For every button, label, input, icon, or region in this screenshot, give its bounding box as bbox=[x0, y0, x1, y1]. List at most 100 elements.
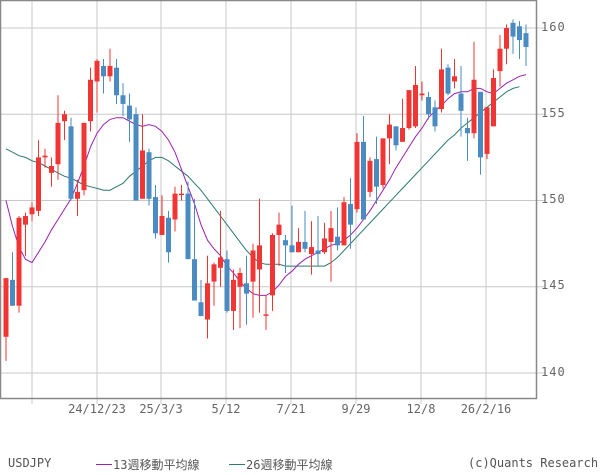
legend-ma13: 13週移動平均線 bbox=[96, 456, 199, 473]
candle-body bbox=[75, 191, 80, 199]
ma13-line-swatch bbox=[96, 464, 112, 465]
candle-body bbox=[296, 241, 301, 253]
candle-body bbox=[387, 124, 392, 139]
candle-body bbox=[231, 279, 236, 311]
candle-body bbox=[341, 202, 347, 246]
ma26-line bbox=[5, 86, 520, 267]
candle-body bbox=[471, 79, 477, 134]
x-tick-label: 5/12 bbox=[211, 402, 241, 416]
candle-body bbox=[283, 240, 288, 246]
candle-body bbox=[23, 216, 28, 225]
x-tick-label: 9/29 bbox=[341, 402, 371, 416]
candle-body bbox=[237, 272, 243, 287]
candle-body bbox=[94, 60, 100, 82]
candle-body bbox=[335, 236, 340, 246]
x-tick-label: 7/21 bbox=[276, 402, 306, 416]
candle-body bbox=[348, 203, 353, 225]
copyright-credit: (c)Quants Research bbox=[468, 456, 599, 470]
candle-body bbox=[354, 141, 360, 210]
candle-body bbox=[380, 138, 386, 185]
candle-body bbox=[276, 224, 282, 235]
candle-body bbox=[419, 93, 425, 96]
x-tick-label: 26/2/16 bbox=[460, 402, 512, 416]
legend-ma26: 26週移動平均線 bbox=[229, 456, 332, 473]
candle-body bbox=[322, 238, 327, 253]
y-tick-label: 145 bbox=[541, 278, 566, 292]
candle-body bbox=[16, 217, 22, 306]
candle-body bbox=[361, 141, 366, 220]
candle-body bbox=[159, 216, 165, 235]
candle-body bbox=[88, 79, 93, 122]
candles bbox=[3, 19, 529, 361]
candle-body bbox=[62, 114, 67, 122]
candle-body bbox=[49, 166, 54, 173]
candle-body bbox=[478, 91, 483, 158]
legend-ma13-label: 13週移動平均線 bbox=[113, 458, 200, 472]
candlestick-chart bbox=[0, 0, 545, 404]
candle-body bbox=[101, 65, 106, 77]
candle-body bbox=[504, 28, 509, 49]
candle-body bbox=[426, 97, 431, 115]
ma26-line-swatch bbox=[229, 464, 245, 465]
candle-body bbox=[315, 250, 321, 254]
x-tick-label: 24/12/23 bbox=[68, 402, 126, 416]
candle-body bbox=[250, 250, 256, 282]
candle-body bbox=[68, 126, 74, 199]
candle-body bbox=[55, 122, 61, 165]
candle-body bbox=[10, 279, 15, 306]
candle-body bbox=[244, 283, 249, 294]
candle-body bbox=[458, 93, 464, 111]
candle-body bbox=[270, 235, 275, 296]
candle-body bbox=[166, 217, 171, 253]
candle-body bbox=[205, 283, 210, 320]
candle-body bbox=[491, 78, 496, 127]
y-tick-label: 155 bbox=[541, 106, 566, 120]
candle-body bbox=[120, 95, 126, 104]
candle-body bbox=[328, 228, 334, 242]
candle-body bbox=[36, 157, 41, 211]
candle-body bbox=[263, 314, 269, 316]
candle-body bbox=[465, 128, 470, 134]
candle-body bbox=[42, 155, 48, 158]
candle-body bbox=[140, 150, 145, 199]
candle-body bbox=[198, 302, 204, 317]
y-tick-label: 150 bbox=[541, 192, 566, 206]
candle-body bbox=[452, 76, 457, 82]
plot-frame bbox=[0, 0, 538, 400]
candle-body bbox=[309, 247, 314, 254]
candle-body bbox=[257, 245, 262, 270]
candle-body bbox=[439, 69, 444, 110]
candle-body bbox=[302, 241, 308, 249]
candle-body bbox=[185, 193, 191, 260]
chart-grid bbox=[0, 0, 545, 404]
candle-body bbox=[400, 128, 405, 142]
candle-body bbox=[445, 67, 451, 94]
candle-body bbox=[107, 65, 113, 77]
candle-body bbox=[224, 259, 230, 311]
candle-body bbox=[133, 114, 139, 201]
candle-body bbox=[523, 33, 529, 47]
legend-ma26-label: 26週移動平均線 bbox=[246, 458, 333, 472]
x-tick-label: 25/3/3 bbox=[139, 402, 183, 416]
candle-body bbox=[432, 107, 438, 127]
legend-symbol: USDJPY bbox=[8, 456, 52, 470]
candle-body bbox=[484, 107, 490, 154]
candle-body bbox=[153, 197, 158, 234]
candle-body bbox=[367, 160, 373, 192]
candle-body bbox=[127, 105, 132, 120]
candle-body bbox=[172, 193, 178, 220]
candle-body bbox=[393, 126, 399, 146]
y-tick-label: 160 bbox=[541, 20, 566, 34]
candle-body bbox=[81, 122, 87, 191]
candle-body bbox=[374, 159, 379, 187]
candle-body bbox=[114, 67, 119, 96]
candle-body bbox=[3, 278, 9, 337]
candle-body bbox=[517, 26, 522, 41]
candle-body bbox=[497, 48, 503, 72]
candle-body bbox=[289, 245, 295, 253]
y-tick-label: 140 bbox=[541, 365, 566, 379]
candle-body bbox=[218, 257, 223, 268]
candle-body bbox=[406, 90, 412, 129]
candle-body bbox=[179, 193, 184, 196]
candle-body bbox=[146, 152, 152, 199]
